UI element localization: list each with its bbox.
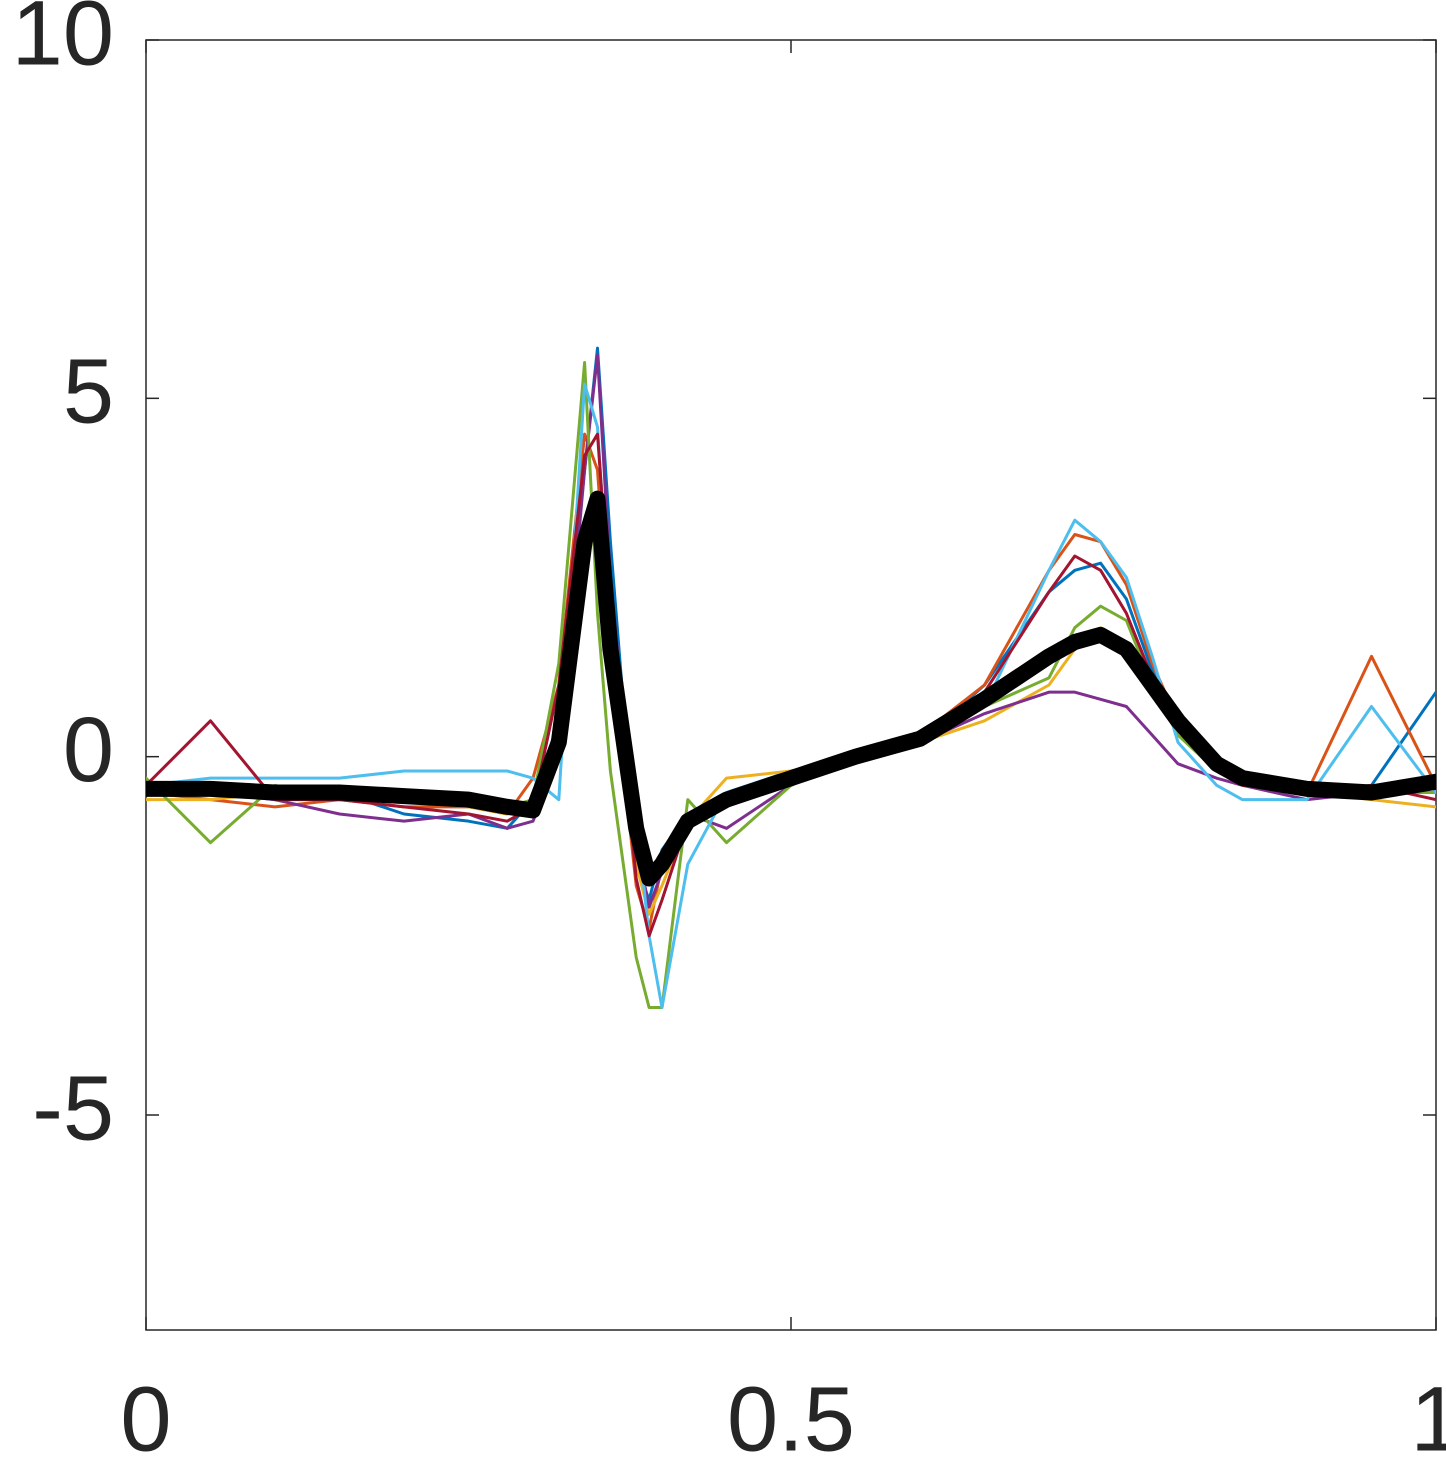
x-tick-label: 0.5	[727, 1368, 855, 1468]
plot-area	[145, 39, 1437, 1331]
x-tick-label: 0	[120, 1368, 171, 1468]
y-tick-label: -5	[32, 1057, 114, 1159]
x-tick-label: 1	[1410, 1368, 1446, 1468]
y-tick-label: 5	[63, 341, 114, 443]
y-tick-label: 0	[63, 699, 114, 801]
y-tick-label: 10	[12, 0, 114, 84]
series-line	[146, 490, 1436, 887]
